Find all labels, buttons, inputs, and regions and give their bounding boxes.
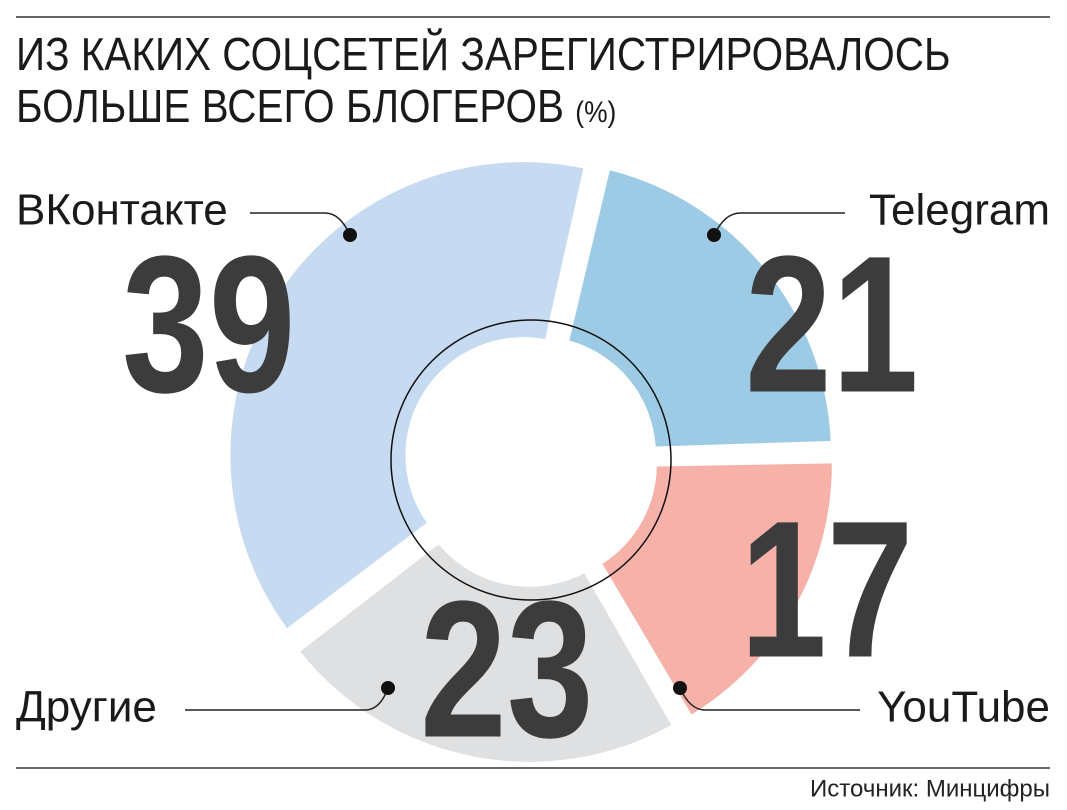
donut-segment [602, 463, 832, 715]
source: Источник: Минцифры [810, 775, 1050, 802]
donut-segment [300, 544, 672, 762]
value-label: 23 [420, 561, 594, 779]
category-label: YouTube [877, 683, 1050, 732]
category-label: ВКонтакте [16, 186, 228, 235]
title-text: ИЗ КАКИХ СОЦСЕТЕЙ ЗАРЕГИСТРИРОВАЛОСЬ БОЛ… [16, 28, 951, 132]
leader-dot [707, 228, 721, 242]
category-label: Telegram [869, 186, 1050, 235]
chart-title: ИЗ КАКИХ СОЦСЕТЕЙ ЗАРЕГИСТРИРОВАЛОСЬ БОЛ… [16, 28, 1046, 139]
leader-dot [343, 228, 357, 242]
donut-segment [569, 170, 831, 447]
unit: (%) [575, 96, 617, 129]
value-label: 21 [745, 216, 919, 434]
value-label: 39 [122, 216, 296, 434]
category-label: Другие [16, 683, 157, 732]
leader-dot [673, 681, 687, 695]
inner-ring [390, 319, 672, 601]
value-label: 17 [740, 481, 914, 699]
leader-dot [381, 681, 395, 695]
